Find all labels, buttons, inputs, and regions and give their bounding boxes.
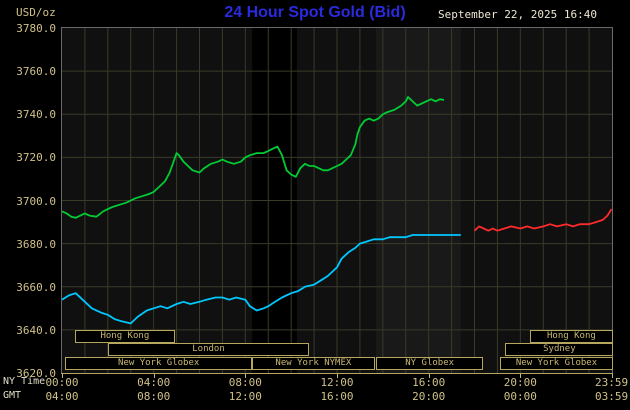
session-box: NY Globex	[375, 357, 484, 370]
session-box: London	[107, 343, 310, 356]
datetime-label: September 22, 2025 16:40	[438, 8, 597, 21]
x-axis-label: 23:59	[594, 376, 629, 389]
x-axis-label: 12:00	[320, 376, 354, 389]
x-axis-tick	[245, 374, 247, 378]
x-axis-label: 16:00	[412, 376, 446, 389]
unit-label: USD/oz	[16, 6, 56, 19]
x-axis-label: 12:00	[228, 390, 262, 403]
y-axis-label: 3720.0	[16, 151, 56, 165]
grid-and-series-svg	[62, 28, 612, 373]
x-axis-line	[61, 373, 613, 374]
x-axis-label: 20:00	[412, 390, 446, 403]
y-axis-label: 3780.0	[16, 22, 56, 35]
y-axis-label: 3680.0	[16, 237, 56, 251]
x-axis-label: 20:00	[503, 376, 537, 389]
y-axis-label: 3620.0	[16, 367, 56, 380]
series-line-sep-21-sunday	[473, 208, 612, 232]
x-axis-tick	[611, 374, 613, 378]
y-axis-label: 3760.0	[16, 65, 56, 79]
x-axis-label: 03:59	[594, 390, 629, 403]
x-axis-label: 00:00	[45, 376, 79, 389]
series-line-sep-22-last	[62, 96, 445, 219]
session-box: Hong Kong	[74, 330, 176, 343]
x-axis-label: 00:00	[503, 390, 537, 403]
x-axis-tick	[337, 374, 338, 378]
session-box: New York Globex	[499, 357, 614, 370]
x-axis-label: 16:00	[320, 390, 354, 403]
x-axis-tick	[153, 374, 155, 378]
x-axis-label: 08:00	[137, 390, 171, 403]
x-axis-label: 04:00	[137, 376, 171, 389]
session-box: New York NYMEX	[252, 357, 375, 370]
x-axis-tick	[428, 374, 430, 378]
x-axis-label: 04:00	[45, 390, 79, 403]
x-axis-tick	[520, 374, 522, 378]
session-box: Sydney	[505, 343, 614, 356]
session-box: New York Globex	[65, 357, 252, 370]
x-axis-tick	[62, 374, 63, 378]
y-axis-label: 3640.0	[16, 323, 56, 337]
series-line-sep-19-ny-close	[62, 234, 461, 325]
y-axis-label: 3660.0	[16, 280, 56, 294]
x-axis-label: 08:00	[228, 376, 262, 389]
gmt-label: GMT	[3, 390, 22, 401]
y-axis-label: 3700.0	[16, 194, 56, 208]
chart-title: 24 Hour Spot Gold (Bid)	[224, 4, 406, 21]
plot-area: Hong Kong Hong Kong London Sydney New York G…	[61, 27, 614, 374]
ny-time-label: NY Time	[3, 376, 46, 387]
session-box: Hong Kong	[529, 330, 614, 343]
y-axis-label: 3740.0	[16, 108, 56, 122]
